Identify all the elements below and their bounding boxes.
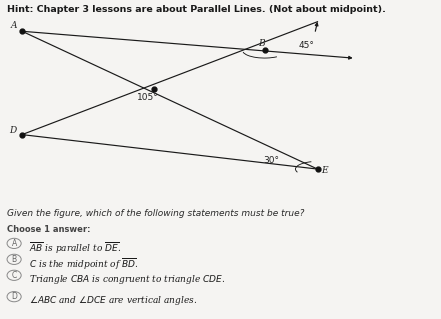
Text: Given the figure, which of the following statements must be true?: Given the figure, which of the following… (7, 209, 304, 218)
Text: Triangle $CBA$ is congruent to triangle $CDE$.: Triangle $CBA$ is congruent to triangle … (29, 273, 225, 286)
Text: B: B (11, 255, 17, 264)
Text: A: A (11, 21, 17, 30)
Text: Hint: Chapter 3 lessons are about Parallel Lines. (Not about midpoint).: Hint: Chapter 3 lessons are about Parall… (7, 5, 385, 14)
Text: $C$ is the midpoint of $\overline{BD}$.: $C$ is the midpoint of $\overline{BD}$. (29, 257, 138, 272)
Text: $\overline{AB}$ is parallel to $\overline{DE}$.: $\overline{AB}$ is parallel to $\overlin… (29, 241, 121, 256)
Text: $\angle ABC$ and $\angle DCE$ are vertical angles.: $\angle ABC$ and $\angle DCE$ are vertic… (29, 294, 197, 307)
Text: Choose 1 answer:: Choose 1 answer: (7, 225, 90, 234)
Text: D: D (9, 126, 16, 135)
Text: 105°: 105° (137, 93, 159, 102)
Text: B: B (258, 39, 265, 48)
Text: D: D (11, 292, 17, 301)
Text: 45°: 45° (299, 41, 314, 50)
Text: C: C (11, 271, 17, 280)
Text: E: E (321, 166, 328, 174)
Text: A: A (11, 239, 17, 248)
Text: 30°: 30° (263, 156, 279, 165)
